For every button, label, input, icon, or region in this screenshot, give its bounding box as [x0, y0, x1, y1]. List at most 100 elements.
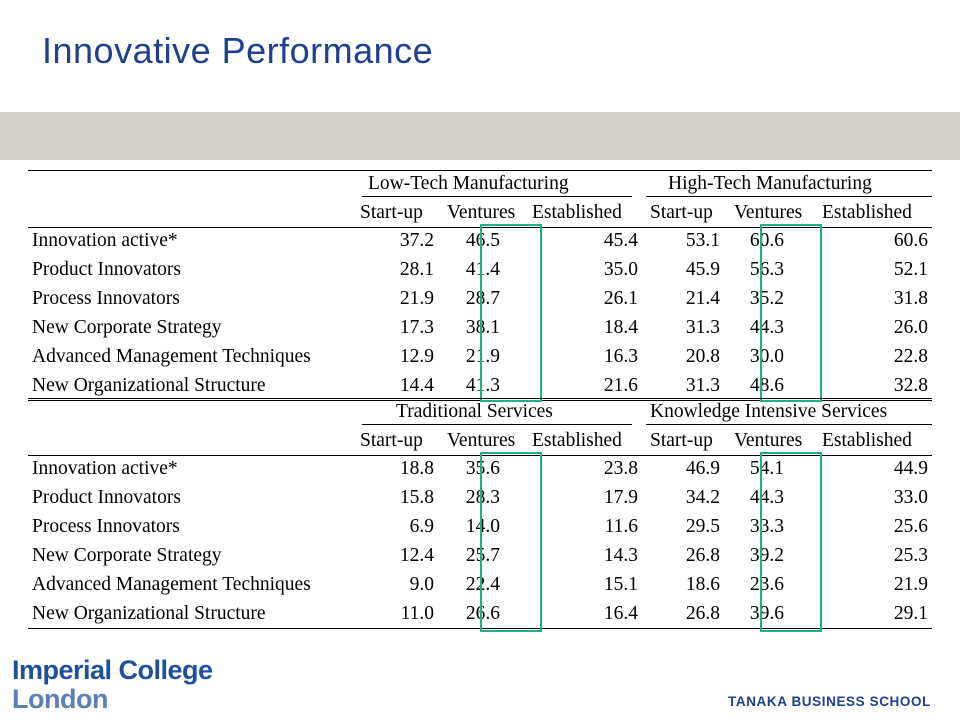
table-cell: 26.6: [465, 603, 500, 624]
table-cell: 56.3: [749, 259, 784, 280]
table-cell: 60.6: [749, 230, 784, 251]
column-header: Established: [532, 202, 622, 223]
row-label: Process Innovators: [32, 288, 180, 309]
table-cell: 23.8: [603, 458, 638, 479]
table-cell: 53.1: [685, 230, 720, 251]
row-label: New Organizational Structure: [32, 375, 266, 396]
row-label: Innovation active*: [32, 458, 178, 479]
table-cell: 35.0: [603, 259, 638, 280]
table-cell: 28.7: [465, 288, 500, 309]
table-cell: 6.9: [409, 516, 434, 537]
table-cell: 31.3: [685, 375, 720, 396]
table-cell: 12.4: [399, 545, 434, 566]
row-label: New Organizational Structure: [32, 603, 266, 624]
table-cell: 41.3: [465, 375, 500, 396]
row-label: Advanced Management Techniques: [32, 346, 311, 367]
row-label: Process Innovators: [32, 516, 180, 537]
table-cell: 14.4: [399, 375, 434, 396]
table-cell: 35.6: [465, 458, 500, 479]
column-header: Ventures: [447, 202, 516, 223]
table-cell: 31.3: [685, 317, 720, 338]
column-header: Established: [822, 430, 912, 451]
table-cell: 44.3: [749, 317, 784, 338]
ventures-highlight-box: [480, 224, 542, 402]
group-underline-right: [646, 424, 932, 425]
table-cell: 41.4: [465, 259, 500, 280]
group-underline-left: [362, 424, 632, 425]
table-cell: 15.8: [399, 487, 434, 508]
table-cell: 28.3: [465, 487, 500, 508]
table-rule-top: [28, 398, 932, 399]
table-cell: 46.5: [465, 230, 500, 251]
ventures-highlight-box: [760, 452, 822, 632]
group-header-left: Traditional Services: [396, 401, 553, 422]
column-header: Start-up: [650, 202, 713, 223]
table-cell: 25.7: [465, 545, 500, 566]
table-cell: 21.6: [603, 375, 638, 396]
table-cell: 37.2: [399, 230, 434, 251]
row-label: Advanced Management Techniques: [32, 574, 311, 595]
table-cell: 30.0: [749, 346, 784, 367]
row-label: Product Innovators: [32, 259, 181, 280]
ventures-highlight-box: [760, 224, 822, 402]
table-cell: 22.8: [893, 346, 928, 367]
table-cell: 54.1: [749, 458, 784, 479]
column-header: Ventures: [734, 202, 803, 223]
table-cell: 14.3: [603, 545, 638, 566]
table-cell: 16.4: [603, 603, 638, 624]
table-rule-top: [28, 170, 932, 171]
table-cell: 34.2: [685, 487, 720, 508]
table-cell: 52.1: [893, 259, 928, 280]
table-cell: 44.9: [893, 458, 928, 479]
row-label: Innovation active*: [32, 230, 178, 251]
imperial-college-logo: Imperial College London: [12, 656, 213, 714]
table-cell: 28.1: [399, 259, 434, 280]
table-cell: 18.4: [603, 317, 638, 338]
table-cell: 32.8: [893, 375, 928, 396]
table-cell: 46.9: [685, 458, 720, 479]
table-cell: 25.3: [893, 545, 928, 566]
table-cell: 21.9: [893, 574, 928, 595]
group-header-right: Knowledge Intensive Services: [650, 401, 888, 422]
table-cell: 26.0: [893, 317, 928, 338]
logo-line1: Imperial College: [12, 655, 213, 685]
group-underline-right: [646, 196, 932, 197]
table-cell: 11.0: [400, 603, 434, 624]
table-cell: 17.3: [399, 317, 434, 338]
table-cell: 29.5: [685, 516, 720, 537]
row-label: New Corporate Strategy: [32, 317, 222, 338]
table-cell: 26.1: [603, 288, 638, 309]
table-cell: 17.9: [603, 487, 638, 508]
group-header-right: High-Tech Manufacturing: [668, 173, 872, 194]
table-cell: 38.1: [465, 317, 500, 338]
table-cell: 45.4: [603, 230, 638, 251]
table-cell: 18.6: [685, 574, 720, 595]
table-cell: 16.3: [603, 346, 638, 367]
table-cell: 18.8: [399, 458, 434, 479]
table-cell: 15.1: [603, 574, 638, 595]
school-name: TANAKA BUSINESS SCHOOL: [728, 694, 931, 709]
header-band: [0, 112, 960, 160]
table-cell: 60.6: [893, 230, 928, 251]
table-cell: 33.0: [893, 487, 928, 508]
table-cell: 35.2: [749, 288, 784, 309]
ventures-highlight-box: [480, 452, 542, 632]
table-cell: 31.8: [893, 288, 928, 309]
column-header: Ventures: [447, 430, 516, 451]
table-cell: 20.8: [685, 346, 720, 367]
table-cell: 22.4: [465, 574, 500, 595]
logo-line2: London: [12, 684, 108, 714]
table-cell: 21.4: [685, 288, 720, 309]
group-header-left: Low-Tech Manufacturing: [368, 173, 569, 194]
column-header: Established: [532, 430, 622, 451]
table-cell: 39.6: [749, 603, 784, 624]
row-label: New Corporate Strategy: [32, 545, 222, 566]
group-underline-left: [362, 196, 632, 197]
column-header: Start-up: [650, 430, 713, 451]
column-header: Established: [822, 202, 912, 223]
table-cell: 45.9: [685, 259, 720, 280]
page-title: Innovative Performance: [42, 30, 434, 71]
table-cell: 11.6: [604, 516, 638, 537]
table-cell: 26.8: [685, 545, 720, 566]
